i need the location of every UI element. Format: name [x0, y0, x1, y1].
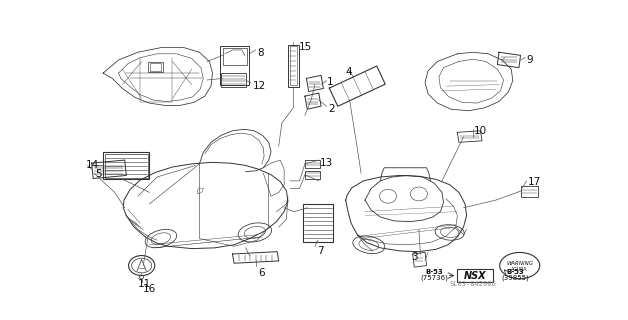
Text: 3: 3: [411, 252, 418, 262]
Text: 5: 5: [95, 169, 102, 179]
Bar: [150, 63, 161, 71]
Text: 13: 13: [320, 158, 333, 168]
Bar: [220, 46, 249, 84]
Bar: [305, 160, 320, 168]
Text: WARNING: WARNING: [506, 261, 533, 266]
Text: (39855): (39855): [501, 275, 529, 281]
Bar: [305, 171, 320, 179]
Text: ACURA: ACURA: [511, 267, 528, 272]
Text: 11: 11: [138, 279, 151, 289]
Bar: [222, 48, 247, 65]
Text: 8: 8: [257, 48, 264, 58]
Bar: [148, 61, 163, 72]
Bar: [457, 269, 493, 283]
Bar: [288, 44, 299, 87]
Text: 6: 6: [259, 268, 266, 278]
Text: 17: 17: [528, 177, 541, 187]
Text: 1: 1: [327, 77, 333, 87]
Text: 16: 16: [143, 284, 156, 294]
Text: (75736): (75736): [420, 275, 448, 281]
Text: 12: 12: [252, 81, 266, 91]
Bar: [221, 73, 246, 87]
Bar: [290, 46, 297, 85]
Text: SL03-84200G: SL03-84200G: [450, 281, 496, 287]
Bar: [103, 152, 149, 179]
Bar: [303, 204, 333, 243]
Bar: [105, 154, 148, 178]
Text: 14: 14: [86, 160, 99, 170]
Text: 4: 4: [346, 67, 352, 77]
Text: 10: 10: [474, 126, 487, 136]
Text: B-53: B-53: [425, 269, 443, 276]
Text: 15: 15: [299, 42, 312, 52]
Text: 2: 2: [328, 104, 335, 114]
Text: B-53: B-53: [506, 269, 524, 276]
Bar: [521, 186, 538, 197]
Text: 9: 9: [527, 55, 533, 65]
Text: 7: 7: [317, 246, 324, 256]
Text: NSX: NSX: [463, 271, 487, 281]
